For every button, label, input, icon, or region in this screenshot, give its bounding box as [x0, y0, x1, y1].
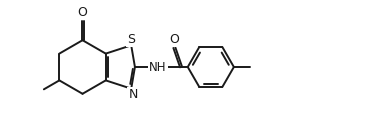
Text: NH: NH [149, 60, 167, 74]
Text: S: S [127, 33, 135, 46]
Text: N: N [128, 88, 138, 101]
Text: O: O [169, 33, 179, 46]
Text: O: O [78, 6, 87, 19]
